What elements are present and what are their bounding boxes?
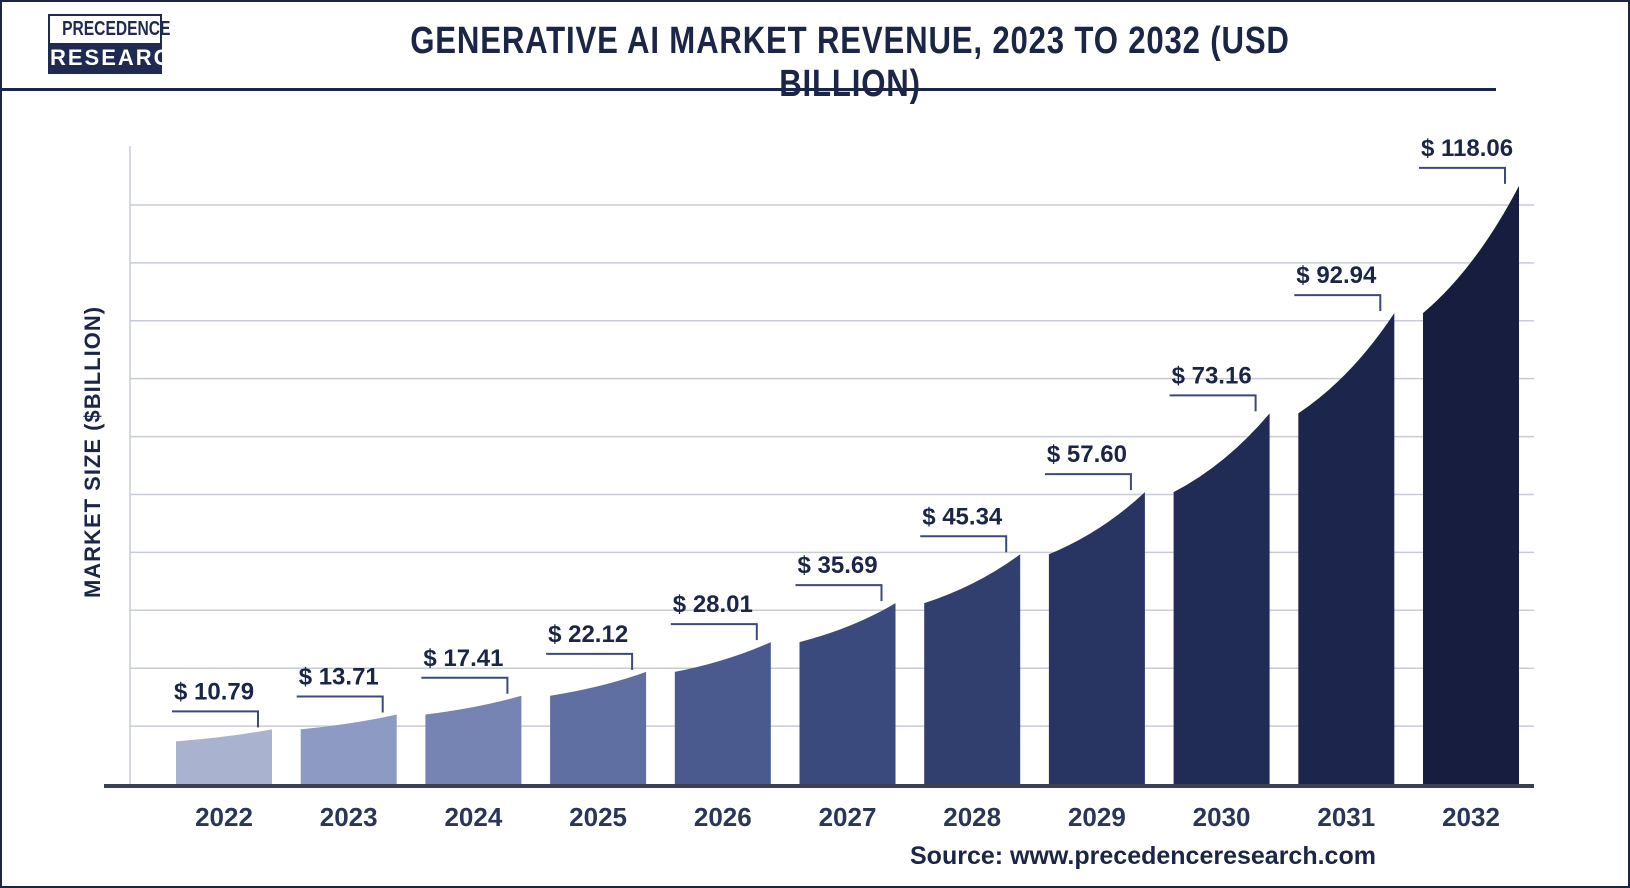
bar-2028	[924, 554, 1021, 784]
source-note: Source: www.precedenceresearch.com	[910, 842, 1376, 870]
bar-2031	[1298, 313, 1395, 784]
bar-2024	[425, 695, 522, 784]
bar-2025	[550, 671, 647, 784]
leader-2028	[920, 535, 1008, 553]
x-tick-labels: 2022 2023 2024 2025 2026 2027 2028 2029 2030 2031…	[195, 802, 1500, 832]
data-labels: $ 10.79 $ 13.71 $ 17.41 $ 22.12 $ 28.01 $ 35.…	[174, 135, 1513, 706]
x-tick-2029: 2029	[1068, 802, 1126, 832]
bars	[176, 185, 1519, 784]
x-tick-2025: 2025	[569, 802, 627, 832]
x-tick-2027: 2027	[819, 802, 877, 832]
bar-2032	[1423, 185, 1519, 784]
title-divider	[0, 88, 1496, 91]
data-label-2026: $ 28.01	[673, 591, 753, 618]
data-label-2030: $ 73.16	[1172, 362, 1252, 389]
leader-2023	[296, 695, 384, 713]
x-tick-2031: 2031	[1317, 802, 1375, 832]
leader-2032	[1419, 166, 1506, 184]
leader-2025	[546, 652, 634, 670]
leader-2031	[1294, 294, 1382, 312]
leader-2024	[421, 676, 509, 694]
leader-2029	[1044, 473, 1132, 491]
data-label-2028: $ 45.34	[922, 503, 1003, 530]
leader-2022	[172, 710, 259, 728]
data-label-2023: $ 13.71	[299, 664, 379, 691]
data-label-2025: $ 22.12	[548, 621, 628, 648]
x-tick-2030: 2030	[1193, 802, 1251, 832]
x-tick-2026: 2026	[694, 802, 752, 832]
data-label-2031: $ 92.94	[1296, 262, 1377, 289]
bar-2022	[176, 729, 272, 784]
data-label-2029: $ 57.60	[1047, 441, 1127, 468]
label-leaders	[172, 166, 1506, 728]
chart-title: GENERATIVE AI MARKET REVENUE, 2023 TO 20…	[410, 20, 1290, 105]
data-label-2022: $ 10.79	[174, 678, 254, 705]
data-label-2024: $ 17.41	[423, 645, 503, 672]
precedence-research-logo: PRECEDENCE RESEARCH	[48, 14, 187, 74]
x-tick-2032: 2032	[1442, 802, 1500, 832]
leader-2030	[1169, 394, 1257, 412]
bar-2030	[1173, 413, 1270, 784]
bar-2026	[674, 642, 771, 784]
logo-line-1: PRECEDENCE	[62, 18, 171, 40]
bar-2029	[1048, 492, 1145, 784]
data-label-2032: $ 118.06	[1421, 135, 1513, 162]
x-tick-2023: 2023	[320, 802, 378, 832]
bar-2027	[799, 603, 896, 784]
y-axis-title: MARKET SIZE ($BILLION)	[80, 306, 105, 598]
leader-2027	[795, 584, 883, 602]
leader-2026	[670, 623, 758, 641]
data-label-2027: $ 35.69	[798, 552, 878, 579]
x-tick-2022: 2022	[195, 802, 253, 832]
x-tick-2024: 2024	[444, 802, 502, 832]
bar-2023	[300, 714, 397, 784]
x-tick-2028: 2028	[943, 802, 1001, 832]
